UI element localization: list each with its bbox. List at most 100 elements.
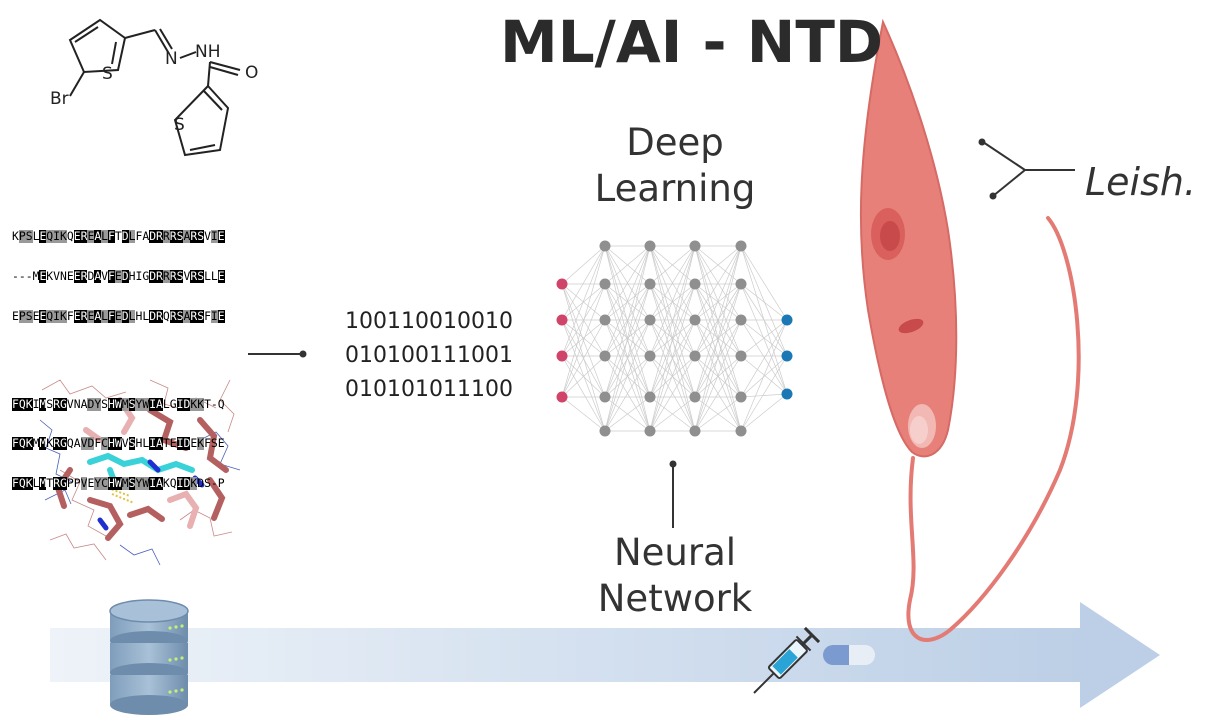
input-connector-dot (299, 350, 307, 358)
network-edge (604, 245, 651, 321)
network-edge (740, 355, 788, 432)
atom-label-o: O (245, 63, 258, 83)
syringe-icon (753, 626, 821, 694)
network-edge (694, 283, 742, 321)
network-edge (561, 319, 606, 398)
hidden-node (644, 240, 656, 252)
network-edge (694, 283, 742, 432)
network-edge (649, 245, 696, 321)
network-edge (561, 283, 606, 432)
sequence-line: ---MEKVNEERDAVFEDHIGDRRRSVRSLLE (12, 270, 225, 283)
network-edge (604, 283, 651, 321)
pill-icon (823, 645, 875, 665)
input-node (556, 391, 568, 403)
hidden-node (644, 391, 656, 403)
sequence-alignment: KPSLEQIKQEREALFTDLFADRRRSARSVIE ---MEKVN… (12, 204, 282, 503)
binary-line: 010100111001 (345, 343, 513, 368)
network-edge (740, 283, 788, 395)
network-edge (740, 355, 788, 398)
network-edge (694, 355, 742, 432)
network-edge (561, 283, 606, 321)
binary-encoding: 100110010010 010100111001 010101011100 (345, 305, 513, 407)
atom-label-s2: S (174, 115, 185, 135)
sequence-line: FQKLMTRGPPVEYCHWMSYWIAKQIDKDS-P (12, 476, 225, 490)
network-edge (694, 283, 742, 398)
network-edge (694, 245, 742, 398)
network-edge (740, 319, 788, 432)
network-edge (649, 283, 696, 321)
binary-line: 010101011100 (345, 377, 513, 402)
network-edge (561, 245, 606, 357)
database-icon (109, 599, 189, 715)
page-title: ML/AI - NTD (500, 8, 884, 76)
network-edge (694, 245, 742, 321)
network-edge (649, 355, 696, 432)
network-edge (694, 245, 742, 432)
network-edge (604, 283, 651, 432)
hidden-node (735, 240, 747, 252)
hidden-node (599, 425, 611, 437)
hidden-node (599, 350, 611, 362)
network-edge (694, 396, 742, 432)
network-edge (649, 245, 696, 357)
chemical-structure-labels: Br S N NH O S (50, 42, 258, 135)
network-edge (604, 396, 651, 432)
network-edge (694, 245, 742, 285)
network-edge (561, 245, 606, 398)
hidden-node (599, 391, 611, 403)
pipeline-arrow (50, 602, 1160, 708)
network-edge (561, 245, 606, 285)
network-edge (604, 355, 651, 432)
hidden-node (689, 425, 701, 437)
network-edge (740, 245, 788, 321)
output-node (781, 314, 793, 326)
sequence-line: FQKMMKRGQAVDFCHWVSHLIATEIDEKFSE (12, 437, 225, 451)
hidden-node (735, 425, 747, 437)
network-edge (740, 393, 788, 432)
hidden-node (644, 350, 656, 362)
hidden-node (735, 278, 747, 290)
network-edge (694, 245, 742, 357)
input-node (556, 314, 568, 326)
network-edge (649, 245, 696, 398)
output-node (781, 350, 793, 362)
network-edge (649, 283, 696, 432)
deep-learning-label-line-2: Learning (594, 167, 756, 210)
hidden-node (644, 278, 656, 290)
network-edge (604, 319, 651, 432)
sequence-line: FQKIMSRGVNADYSHWMSYWIALGIDKKT-Q (12, 397, 225, 411)
network-edge (561, 396, 606, 432)
network-edge (740, 283, 788, 321)
network-edge (649, 245, 696, 285)
hidden-node (599, 314, 611, 326)
network-edge (649, 283, 696, 357)
leishmania-parasite (859, 18, 1081, 642)
neural-network-label-line-2: Network (597, 577, 753, 620)
chemical-structure (68, 18, 241, 157)
network-edge (740, 319, 788, 395)
network-edge (604, 245, 651, 398)
deep-learning-label-line-1: Deep (626, 121, 724, 164)
deep-learning-label: Deep Learning (560, 120, 790, 212)
atom-label-n: N (165, 49, 178, 69)
network-edge (649, 319, 696, 432)
hidden-node (689, 350, 701, 362)
network-edge (649, 283, 696, 398)
hidden-node (644, 314, 656, 326)
neural-network-label: Neural Network (560, 530, 790, 622)
sequence-line: KPSLEQIKQEREALFTDLFADRRRSARSVIE (12, 230, 225, 244)
atom-label-s1: S (102, 64, 113, 84)
network-edge (604, 283, 651, 398)
network-edge (561, 319, 606, 357)
output-node (781, 388, 793, 400)
network-edge (604, 355, 651, 398)
neural-network-diagram (556, 240, 793, 437)
network-edge (649, 245, 696, 432)
hidden-node (644, 425, 656, 437)
network-edge (694, 319, 742, 432)
network-edge (740, 319, 788, 357)
hidden-node (599, 240, 611, 252)
network-edge (694, 283, 742, 357)
network-edge (649, 355, 696, 398)
